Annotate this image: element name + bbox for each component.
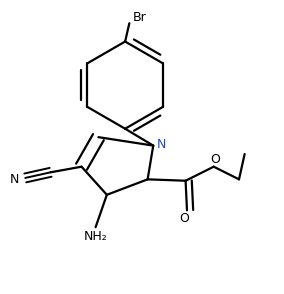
Text: N: N: [157, 138, 166, 151]
Text: N: N: [10, 173, 19, 186]
Text: Br: Br: [132, 11, 146, 24]
Text: NH₂: NH₂: [84, 230, 107, 243]
Text: O: O: [179, 212, 189, 225]
Text: O: O: [210, 153, 220, 166]
